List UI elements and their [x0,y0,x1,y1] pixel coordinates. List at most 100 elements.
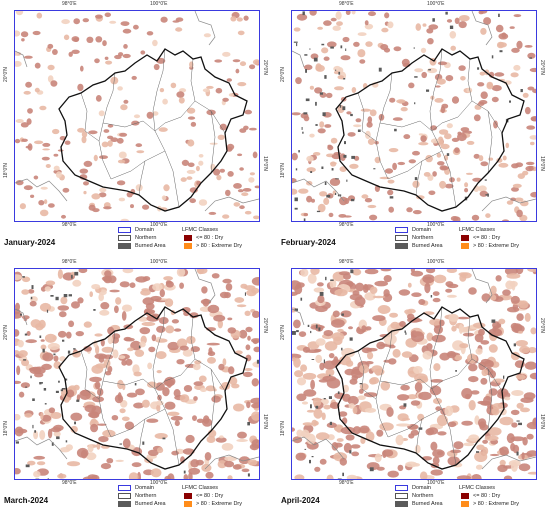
legend-domain-label: Domain [135,485,154,491]
lfmc-dry-patch [127,347,134,352]
lfmc-dry-patch [342,36,350,43]
lfmc-dry-patch [511,187,519,192]
lfmc-dry-patch [466,140,475,145]
lfmc-dry-patch [47,43,54,49]
lfmc-dry-patch [131,75,137,80]
lfmc-dry-patch [434,98,444,103]
lfmc-dry-patch [15,350,20,355]
lfmc-dry-patch [384,168,394,174]
lfmc-dry-patch [239,128,247,133]
domain-frame [291,10,537,222]
lfmc-dry-patch [481,369,488,377]
tick-lat-20-right: 20°0'N [539,60,545,75]
lfmc-dry-patch [19,203,26,210]
country-border-line [292,178,345,202]
lfmc-dry-patch [329,278,337,289]
lfmc-dry-patch [493,296,504,302]
lfmc-dry-patch [53,153,59,157]
burned-area-patch [335,178,339,180]
lfmc-dry-patch [63,34,70,41]
lfmc-dry-patch [481,293,491,302]
lfmc-dry-patch [510,461,518,472]
burned-area-patch [292,331,296,335]
lfmc-dry-patch [110,137,119,142]
lfmc-dry-patch [39,302,52,312]
lfmc-dry-patch [389,97,396,103]
lfmc-dry-patch [21,289,30,295]
lfmc-dry-patch [131,462,142,468]
lfmc-dry-patch [222,278,232,284]
lfmc-dry-patch [382,449,394,457]
lfmc-dry-patch [516,402,524,409]
lfmc-dry-patch [389,312,398,318]
burned-area-patch [369,467,374,472]
lfmc-dry-patch [131,120,140,126]
lfmc-dry-patch [133,402,145,409]
burned-area-patch [63,294,68,298]
lfmc-dry-patch [527,86,535,91]
burned-area-patch [183,470,186,474]
burned-area-patch [60,389,63,392]
lfmc-dry-patch [507,306,520,313]
lfmc-dry-patch [430,95,435,100]
burned-area-patch [296,330,299,333]
burned-area-patch [20,313,22,316]
dry-swatch [461,235,469,241]
lfmc-dry-patch [340,55,351,61]
lfmc-dry-patch [526,125,536,130]
northern-province-boundary [415,418,423,454]
burned-area-patch [337,391,340,394]
burned-area-patch [44,403,47,405]
lfmc-dry-patch [156,370,162,374]
lfmc-dry-patch [479,100,488,105]
lfmc-dry-patch [140,289,151,296]
lfmc-dry-patch [509,280,518,288]
burned-area-patch [301,127,303,130]
lfmc-dry-patch [73,18,80,25]
burned-area-patch [405,332,407,335]
lfmc-dry-patch [239,205,245,210]
lfmc-dry-patch [412,180,420,188]
lfmc-dry-patch [135,143,143,148]
lfmc-dry-patch [41,156,50,161]
lfmc-dry-patch [15,60,22,67]
lfmc-dry-patch [139,327,151,335]
lfmc-dry-patch [408,159,416,164]
northern-province-boundary [487,110,493,174]
lfmc-dry-patch [326,474,334,479]
northern-province-boundary [210,110,216,174]
lfmc-dry-patch [437,61,448,66]
domain-swatch [395,485,408,491]
northern-province-boundary [102,378,156,390]
lfmc-dry-patch [47,75,54,83]
lfmc-dry-patch [104,371,112,376]
lfmc-dry-patch [40,339,45,342]
lfmc-dry-patch [195,165,200,172]
lfmc-dry-patch [522,92,529,98]
lfmc-dry-patch [377,305,391,314]
lfmc-dry-patch [365,431,375,442]
lfmc-dry-patch [332,310,340,318]
lfmc-dry-patch [92,208,100,213]
burned-area-patch [315,324,318,329]
lfmc-dry-patch [329,402,340,409]
lfmc-dry-patch [95,14,103,19]
lfmc-dry-patch [66,461,81,467]
lfmc-dry-patch [449,31,457,39]
lfmc-dry-patch [91,364,104,374]
lfmc-dry-patch [440,106,446,114]
lfmc-dry-patch [292,280,302,290]
lfmc-dry-patch [309,85,314,90]
lfmc-dry-patch [107,365,113,373]
burned-area-patch [513,343,516,347]
lfmc-dry-patch [475,464,483,470]
lfmc-dry-patch [367,116,373,124]
lfmc-dry-patch [444,133,452,140]
lfmc-dry-patch [39,105,47,111]
lfmc-dry-patch [312,397,322,407]
lfmc-dry-patch [251,411,259,421]
lfmc-dry-patch [79,168,89,174]
lfmc-dry-patch [146,111,154,119]
lfmc-dry-patch [520,407,530,413]
lfmc-dry-patch [479,11,488,14]
